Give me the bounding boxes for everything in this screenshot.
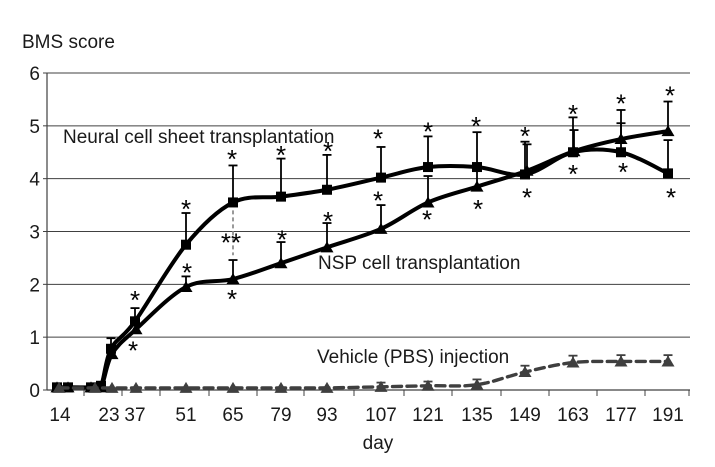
marker-triangle-vehicle-pbs	[88, 381, 102, 393]
marker-square-neural-cell-sheet	[276, 191, 286, 202]
significance-asterisk: *	[323, 206, 333, 236]
x-tick-label: 149	[509, 405, 541, 426]
marker-square-neural-cell-sheet	[322, 184, 332, 195]
marker-triangle-vehicle-pbs	[374, 380, 388, 392]
x-tick-label: 51	[175, 405, 196, 426]
x-tick-label: 107	[365, 405, 397, 426]
significance-asterisk: *	[520, 121, 530, 151]
x-tick-label: 79	[270, 405, 291, 426]
marker-triangle-vehicle-pbs	[129, 381, 143, 393]
marker-triangle-vehicle-pbs	[52, 381, 66, 393]
marker-triangle-nsp-cell	[226, 273, 240, 285]
marker-triangle-vehicle-pbs	[274, 381, 288, 393]
significance-asterisk: *	[181, 194, 191, 224]
marker-triangle-nsp-cell	[320, 241, 334, 253]
significance-asterisk: *	[227, 284, 237, 314]
significance-asterisk: *	[473, 194, 483, 224]
y-axis-title: BMS score	[22, 32, 115, 53]
x-tick-label: 121	[412, 405, 444, 426]
marker-square-neural-cell-sheet	[228, 197, 238, 208]
series-label-vehicle-pbs: Vehicle (PBS) injection	[317, 347, 510, 368]
x-tick-label: 163	[557, 405, 589, 426]
significance-asterisk: *	[666, 182, 676, 212]
marker-triangle-nsp-cell	[567, 145, 581, 157]
marker-triangle-vehicle-pbs	[320, 381, 334, 393]
significance-asterisk: *	[616, 88, 626, 118]
y-tick-label: 3	[29, 223, 40, 244]
significance-asterisk: *	[423, 116, 433, 146]
marker-triangle-nsp-cell	[274, 257, 288, 269]
significance-asterisk: **	[221, 227, 241, 257]
significance-asterisk: *	[471, 111, 481, 141]
marker-triangle-nsp-cell	[374, 222, 388, 234]
y-tick-label: 1	[29, 328, 40, 349]
x-tick-label: 191	[652, 405, 684, 426]
x-tick-label: 135	[461, 405, 493, 426]
x-tick-label: 14	[49, 405, 71, 426]
marker-square-neural-cell-sheet	[376, 172, 386, 183]
y-tick-label: 0	[29, 381, 40, 402]
marker-triangle-vehicle-pbs	[470, 378, 484, 390]
y-tick-label: 2	[29, 275, 40, 296]
significance-asterisk: *	[522, 182, 532, 212]
significance-asterisk: *	[618, 157, 628, 187]
marker-square-neural-cell-sheet	[663, 168, 673, 179]
significance-asterisk: *	[182, 257, 192, 287]
marker-triangle-nsp-cell	[614, 133, 628, 145]
marker-triangle-vehicle-pbs	[661, 355, 675, 367]
significance-asterisk: *	[277, 225, 287, 255]
significance-asterisk: *	[130, 285, 140, 315]
marker-triangle-nsp-cell	[129, 323, 143, 335]
x-tick-label: 177	[605, 405, 637, 426]
significance-asterisk: *	[323, 136, 333, 166]
significance-asterisk: *	[276, 140, 286, 170]
marker-triangle-vehicle-pbs	[421, 379, 435, 391]
x-tick-label: 37	[124, 405, 145, 426]
y-tick-label: 5	[29, 117, 40, 138]
marker-triangle-vehicle-pbs	[566, 356, 580, 368]
x-tick-label: 23	[98, 405, 119, 426]
marker-triangle-nsp-cell	[520, 164, 534, 176]
marker-triangle-nsp-cell	[470, 180, 484, 192]
marker-triangle-nsp-cell	[105, 348, 119, 360]
marker-square-neural-cell-sheet	[616, 147, 626, 158]
marker-triangle-vehicle-pbs	[518, 366, 532, 378]
marker-triangle-vehicle-pbs	[105, 381, 119, 393]
marker-triangle-vehicle-pbs	[614, 355, 628, 367]
significance-asterisk: *	[422, 205, 432, 235]
marker-triangle-vehicle-pbs	[179, 381, 193, 393]
x-tick-label: 93	[316, 405, 337, 426]
significance-asterisk: *	[128, 336, 138, 366]
x-tick-label: 65	[222, 405, 243, 426]
marker-square-neural-cell-sheet	[423, 162, 433, 173]
marker-square-neural-cell-sheet	[472, 162, 482, 173]
y-tick-label: 6	[29, 64, 40, 85]
series-label-nsp-cell: NSP cell transplantation	[318, 253, 521, 274]
series-label-neural-cell-sheet: Neural cell sheet transplantation	[63, 127, 335, 148]
marker-triangle-nsp-cell	[179, 280, 193, 292]
significance-asterisk: *	[227, 144, 237, 174]
significance-asterisk: *	[373, 186, 383, 216]
significance-asterisk: *	[665, 80, 675, 110]
marker-triangle-nsp-cell	[421, 196, 435, 208]
marker-square-neural-cell-sheet	[181, 239, 191, 250]
marker-square-neural-cell-sheet	[130, 316, 140, 327]
marker-triangle-vehicle-pbs	[226, 381, 240, 393]
y-tick-label: 4	[29, 170, 40, 191]
significance-asterisk: *	[568, 159, 578, 189]
marker-triangle-nsp-cell	[661, 125, 675, 137]
x-axis-title: day	[362, 433, 394, 454]
significance-asterisk: *	[373, 123, 383, 153]
marker-square-neural-cell-sheet	[106, 343, 116, 354]
significance-asterisk: *	[568, 99, 578, 129]
